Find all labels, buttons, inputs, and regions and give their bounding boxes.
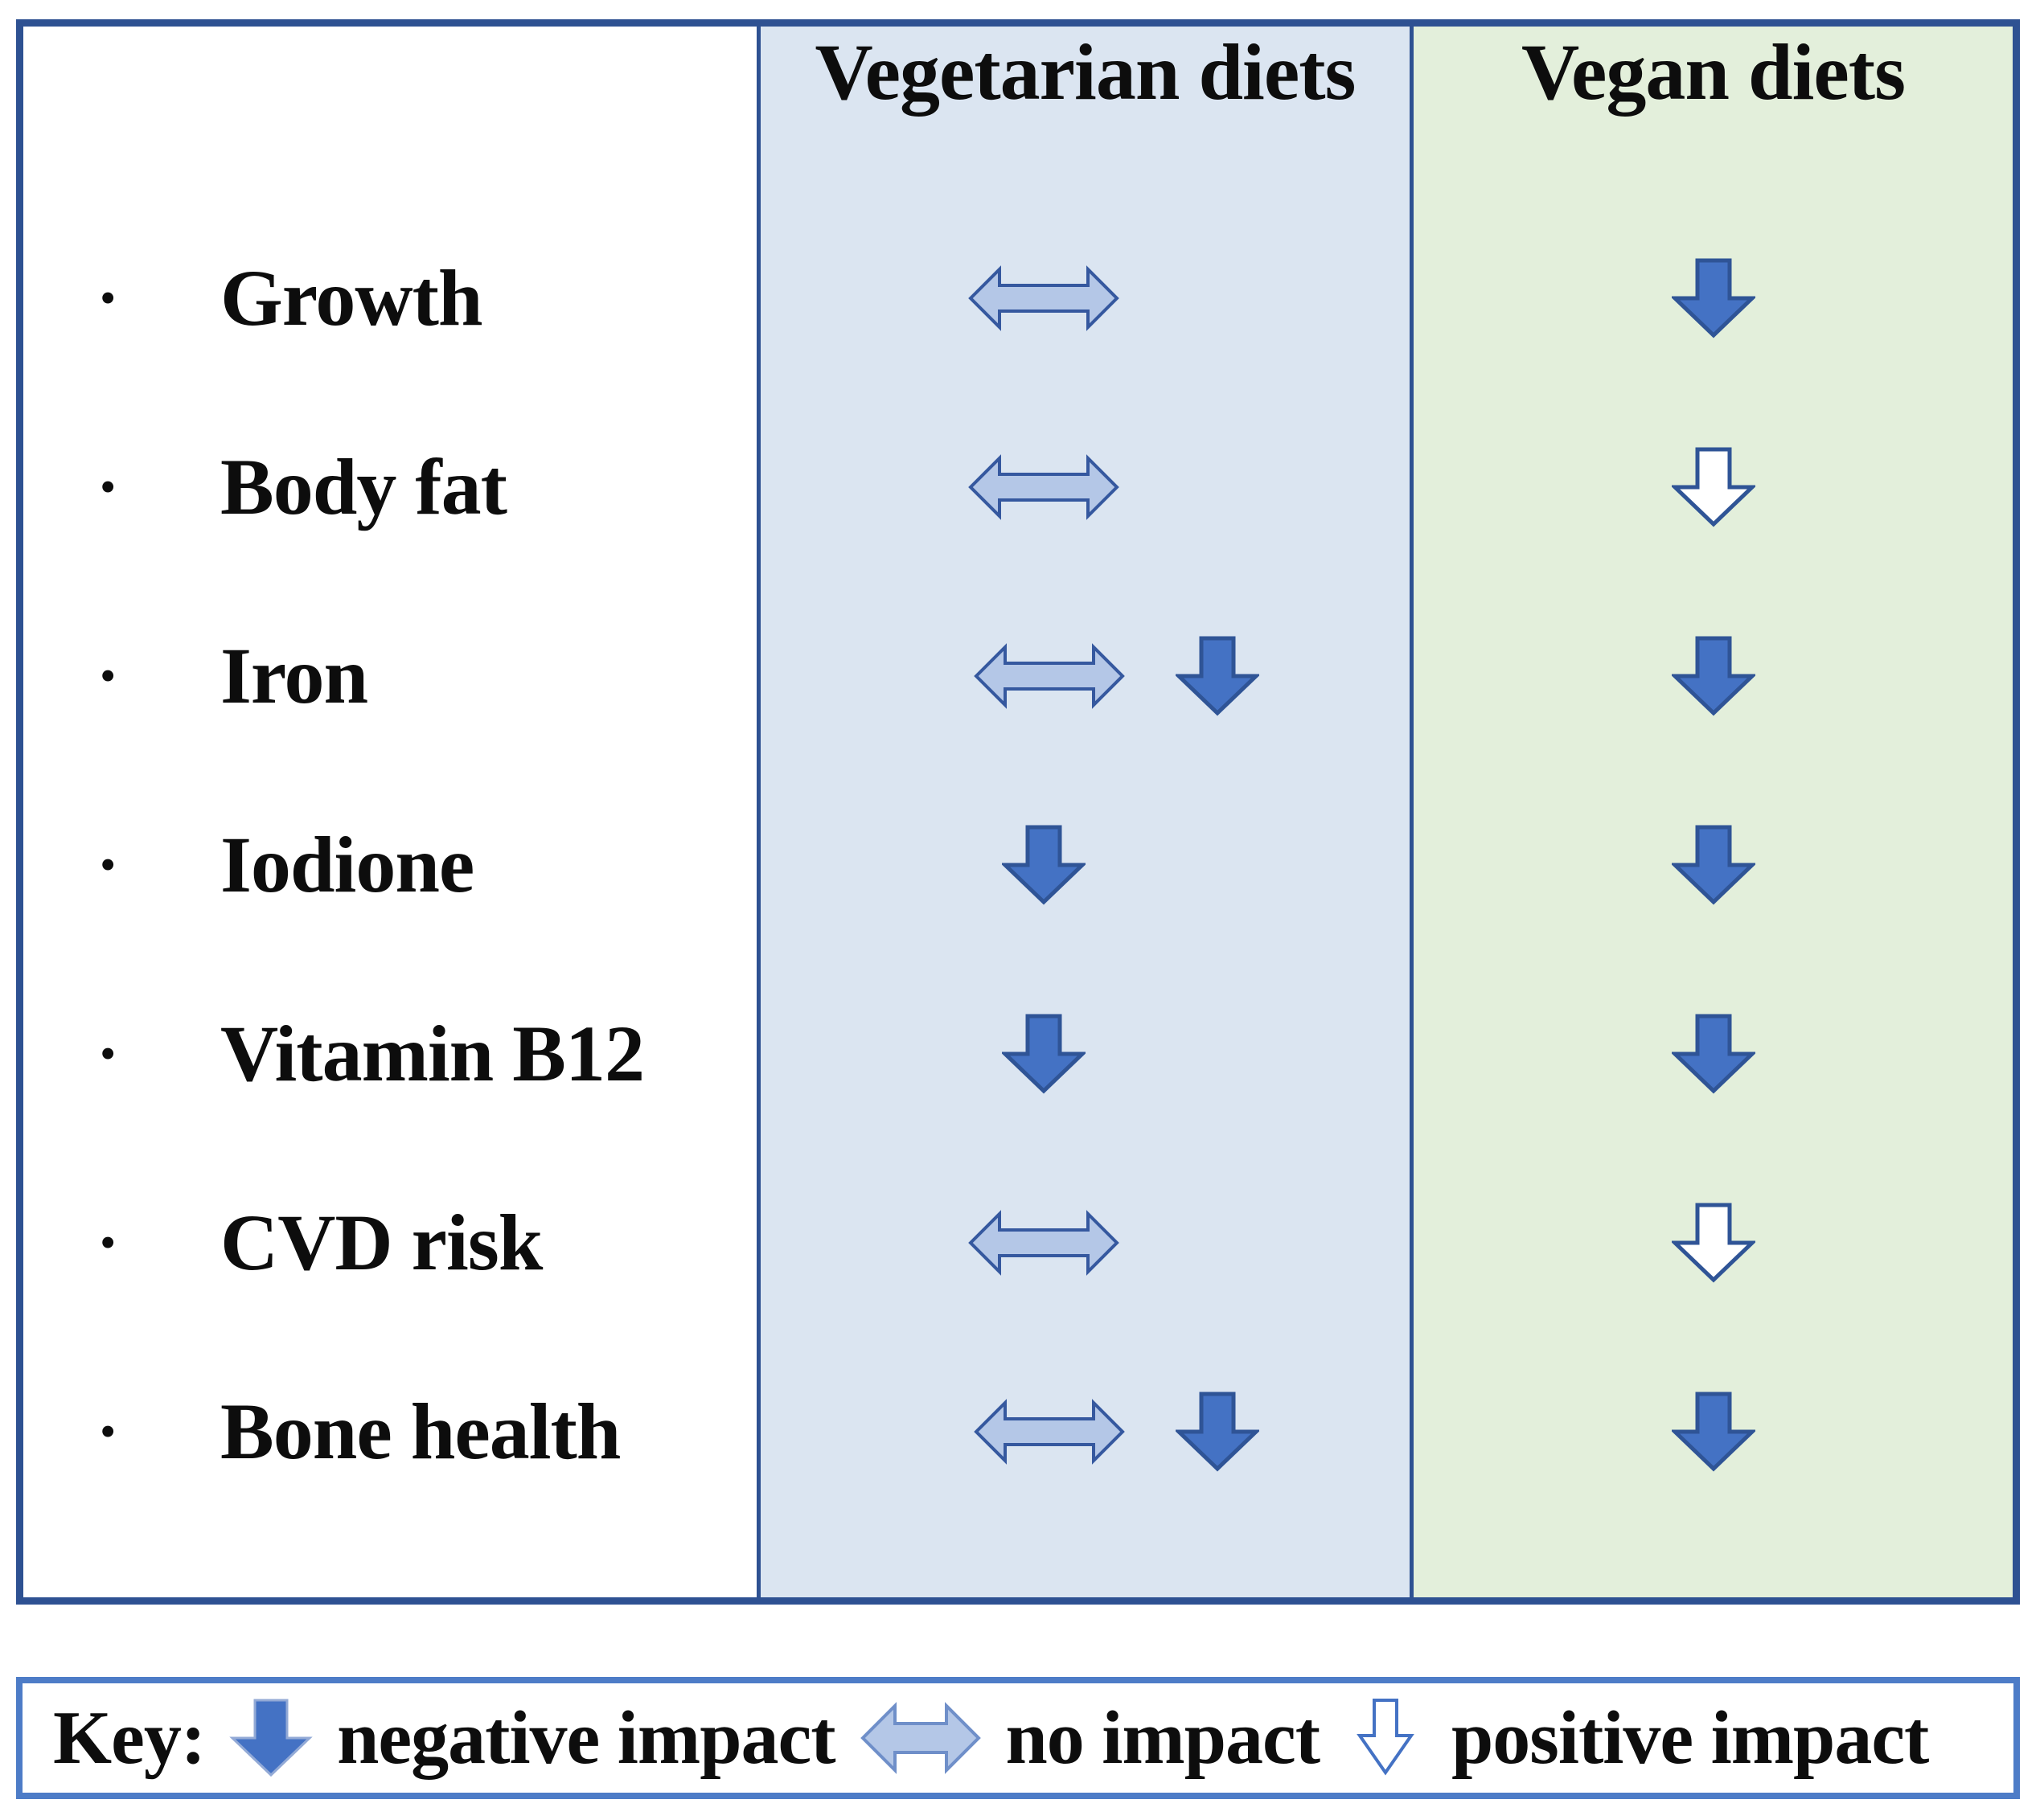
down-arrow-outline-icon [1357,1699,1414,1776]
double-arrow-icon [967,453,1119,520]
down-arrow-filled-icon [1671,1392,1755,1471]
table-row-label: • Growth [23,203,757,392]
table-row-label: • Bone health [23,1337,757,1526]
row-label: Vitamin B12 [220,1008,645,1098]
vegetarian-impact-cell [719,392,1368,581]
vegan-impact-cell [1414,1337,2013,1526]
legend-item-text: negative impact [337,1696,835,1780]
table-row-label: • Iodione [23,770,757,959]
double-arrow-icon [860,1702,981,1774]
bullet-icon: • [100,838,117,891]
down-arrow-filled-icon [1175,1392,1259,1471]
vegetarian-impact-cell [719,959,1368,1148]
down-arrow-filled-icon [1671,825,1755,904]
legend-icon-wrap [1344,1696,1427,1780]
vegan-impact-cell [1414,1148,2013,1337]
down-arrow-filled-icon [1001,825,1086,904]
bullet-icon: • [100,649,117,702]
row-label: Growth [220,252,482,342]
down-arrow-outline-icon [1671,447,1755,527]
vegetarian-impact-cell [719,203,1368,392]
legend-icon-wrap [860,1699,982,1777]
diet-comparison-table: • Growth • Body fat • Iron • Iodione • Vitamin B1… [16,19,2020,1605]
down-arrow-outline-icon [1671,1203,1755,1282]
double-arrow-icon [973,1398,1125,1465]
down-arrow-filled-icon [1671,258,1755,338]
bullet-icon: • [100,271,117,324]
vegan-column: Vegan diets [1410,27,2013,1597]
legend: Key: negative impact no impact positive im… [16,1677,2020,1799]
legend-icon-wrap [229,1696,313,1780]
legend-item-text: positive impact [1451,1696,1929,1780]
vegan-column-header: Vegan diets [1521,27,1906,117]
row-label: Iodione [220,819,474,909]
down-arrow-filled-icon [1175,636,1259,715]
vegetarian-impact-cell [791,581,1440,770]
bullet-icon: • [100,1404,117,1457]
bullet-icon: • [100,1215,117,1269]
table-row-label: • Body fat [23,392,757,581]
vegetarian-impact-cell [791,1337,1440,1526]
vegan-impact-cell [1414,770,2013,959]
table-row-label: • Iron [23,581,757,770]
row-label: Bone health [220,1386,621,1476]
down-arrow-filled-icon [1671,1014,1755,1093]
double-arrow-icon [967,1209,1119,1276]
vegan-impact-cell [1414,959,2013,1148]
vegan-impact-cell [1414,581,2013,770]
factors-column: • Growth • Body fat • Iron • Iodione • Vitamin B1… [23,27,757,1597]
down-arrow-filled-icon [229,1699,313,1777]
row-label: Body fat [220,441,507,531]
bullet-icon: • [100,1027,117,1080]
legend-item-text: no impact [1005,1696,1320,1780]
vegetarian-impact-cell [719,770,1368,959]
down-arrow-filled-icon [1001,1014,1086,1093]
vegan-impact-cell [1414,392,2013,581]
factors-header-spacer [23,27,757,203]
vegetarian-impact-cell [719,1148,1368,1337]
down-arrow-filled-icon [1671,636,1755,715]
vegan-impact-cell [1414,203,2013,392]
double-arrow-icon [973,642,1125,709]
vegetarian-column-header: Vegetarian diets [815,27,1357,117]
vegetarian-column: Vegetarian diets [757,27,1410,1597]
row-label: Iron [220,630,368,720]
row-label: CVD risk [220,1197,543,1287]
table-row-label: • CVD risk [23,1148,757,1337]
bullet-icon: • [100,460,117,513]
double-arrow-icon [967,264,1119,331]
table-row-label: • Vitamin B12 [23,959,757,1148]
legend-title: Key: [53,1696,206,1780]
